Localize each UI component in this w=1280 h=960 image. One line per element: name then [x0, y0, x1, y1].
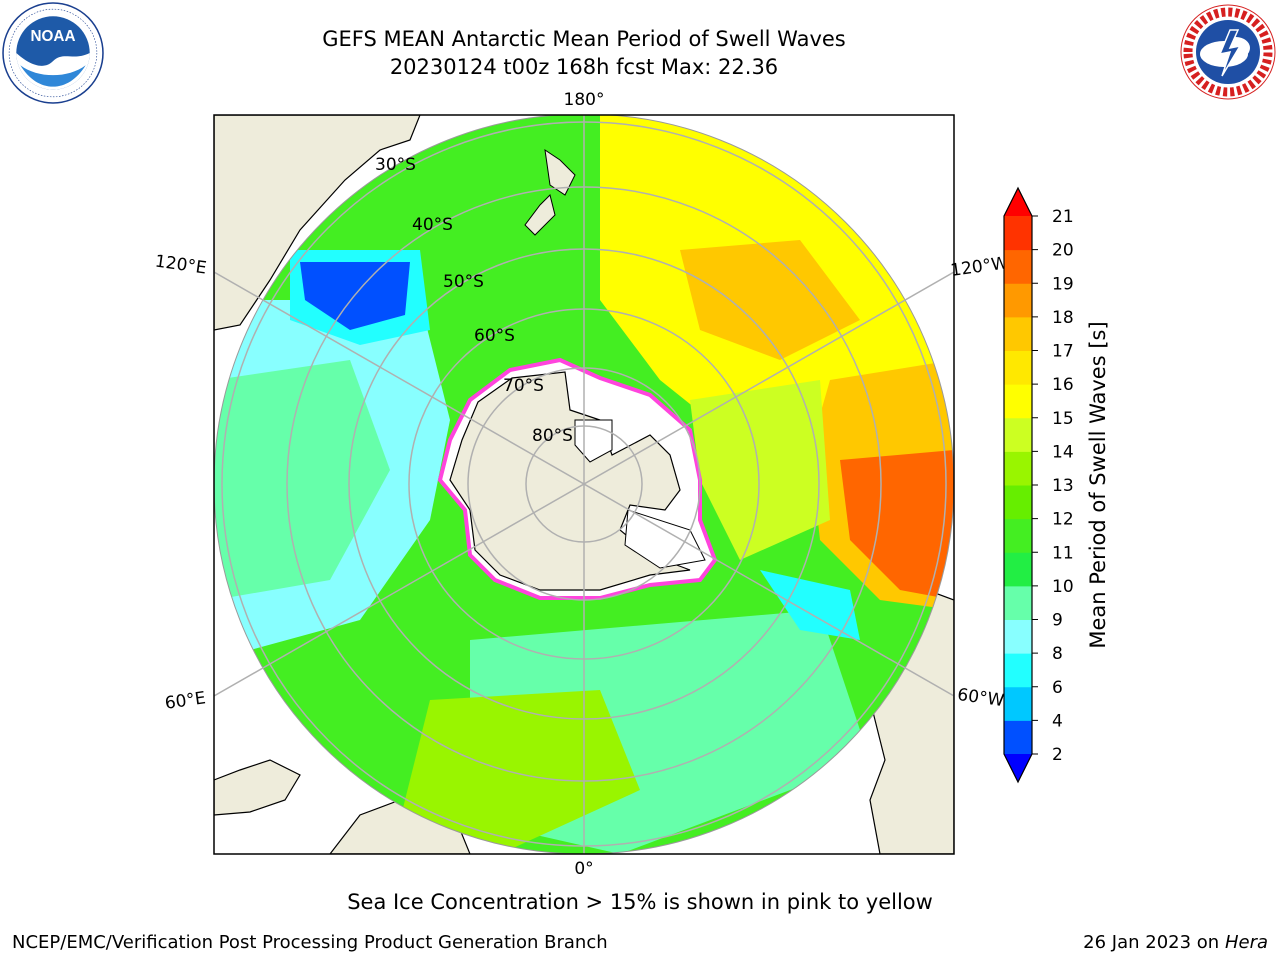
- colorbar-tick-label: 2: [1052, 745, 1063, 765]
- sea-ice-caption: Sea Ice Concentration > 15% is shown in …: [347, 890, 933, 914]
- footer-date-text: 26 Jan 2023 on: [1083, 932, 1220, 953]
- colorbar-tick-label: 16: [1052, 375, 1074, 395]
- colorbar-segment: [1004, 653, 1032, 688]
- colorbar-tick-label: 13: [1052, 476, 1074, 496]
- colorbar-segment: [1004, 384, 1032, 419]
- parallel-label-50s: 50°S: [443, 272, 484, 292]
- colorbar-segment: [1004, 283, 1032, 318]
- australia-land: [214, 115, 421, 331]
- colorbar-tick-label: 6: [1052, 678, 1063, 698]
- colorbar-segment: [1004, 552, 1032, 587]
- parallel-label-70s: 70°S: [503, 376, 544, 396]
- colorbar-tick-label: 8: [1052, 644, 1063, 664]
- colorbar-tick-label: 4: [1052, 711, 1063, 731]
- new-zealand-north: [544, 148, 576, 196]
- colorbar-tick-label: 12: [1052, 510, 1074, 530]
- colorbar-segment: [1004, 720, 1032, 755]
- meridian-label-60w: 60°W: [956, 685, 1005, 711]
- field-east-lime: [690, 380, 830, 560]
- field-east-red: [840, 450, 954, 600]
- parallel-label-60s: 60°S: [474, 326, 515, 346]
- colorbar-tick-label: 21: [1052, 207, 1074, 227]
- field-northeast-gold: [680, 240, 860, 360]
- colorbar-tick-label: 15: [1052, 409, 1074, 429]
- nws-logo: [1180, 4, 1276, 100]
- weddell-ice-shelf: [624, 509, 706, 569]
- chart-subtitle: 20230124 t00z 168h fcst Max: 22.36: [389, 55, 779, 79]
- colorbar-label: Mean Period of Swell Waves [s]: [1086, 321, 1110, 648]
- colorbar-segment: [1004, 417, 1032, 452]
- new-zealand-south: [524, 194, 556, 236]
- parallel-label-80s: 80°S: [532, 426, 573, 446]
- colorbar-tick-label: 17: [1052, 342, 1074, 362]
- chart-title: GEFS MEAN Antarctic Mean Period of Swell…: [322, 27, 846, 51]
- parallel-label-40s: 40°S: [412, 215, 453, 235]
- meridian-label-60e: 60°E: [164, 688, 207, 713]
- field-west-teal: [214, 360, 390, 600]
- colorbar-under-extension: [1004, 754, 1032, 782]
- meridian-label-0: 0°: [574, 859, 593, 879]
- colorbar: 2 4 6 8 9 10 11 12 13 14 15 16 17 18 19 20 21: [1003, 186, 1074, 784]
- colorbar-segment: [1004, 585, 1032, 620]
- parallel-label-30s: 30°S: [375, 155, 416, 175]
- colorbar-tick-label: 20: [1052, 241, 1074, 261]
- colorbar-tick-label: 19: [1052, 274, 1074, 294]
- colorbar-segment: [1004, 350, 1032, 385]
- meridian-label-120e: 120°E: [154, 252, 208, 279]
- colorbar-tick-label: 9: [1052, 611, 1063, 631]
- colorbar-segment: [1004, 316, 1032, 351]
- colorbar-tick-label: 18: [1052, 308, 1074, 328]
- svg-text:NOAA: NOAA: [31, 28, 76, 45]
- colorbar-segment: [1004, 619, 1032, 654]
- meridian-lines: [214, 115, 954, 854]
- footer-machine: Hera: [1224, 932, 1268, 953]
- meridian-label-120w: 120°W: [949, 253, 1009, 281]
- colorbar-segment: [1004, 518, 1032, 553]
- meridian-label-180: 180°: [564, 90, 605, 110]
- footer-date: 26 Jan 2023 on Hera: [1083, 932, 1268, 953]
- colorbar-over-extension: [1004, 188, 1032, 216]
- field-south-green: [400, 690, 640, 854]
- noaa-logo: NOAA: [2, 2, 104, 104]
- colorbar-segment: [1004, 451, 1032, 486]
- map-frame: [213, 114, 955, 855]
- footer-branch: NCEP/EMC/Verification Post Processing Pr…: [12, 932, 608, 953]
- field-drake-cyan: [760, 570, 860, 640]
- colorbar-segment: [1004, 216, 1032, 251]
- colorbar-tick-label: 11: [1052, 543, 1074, 563]
- colorbar-segment: [1004, 249, 1032, 284]
- colorbar-segment: [1004, 686, 1032, 721]
- colorbar-tick-label: 10: [1052, 577, 1074, 597]
- colorbar-segment: [1004, 485, 1032, 520]
- colorbar-tick-label: 14: [1052, 442, 1074, 462]
- africa-land: [214, 759, 301, 816]
